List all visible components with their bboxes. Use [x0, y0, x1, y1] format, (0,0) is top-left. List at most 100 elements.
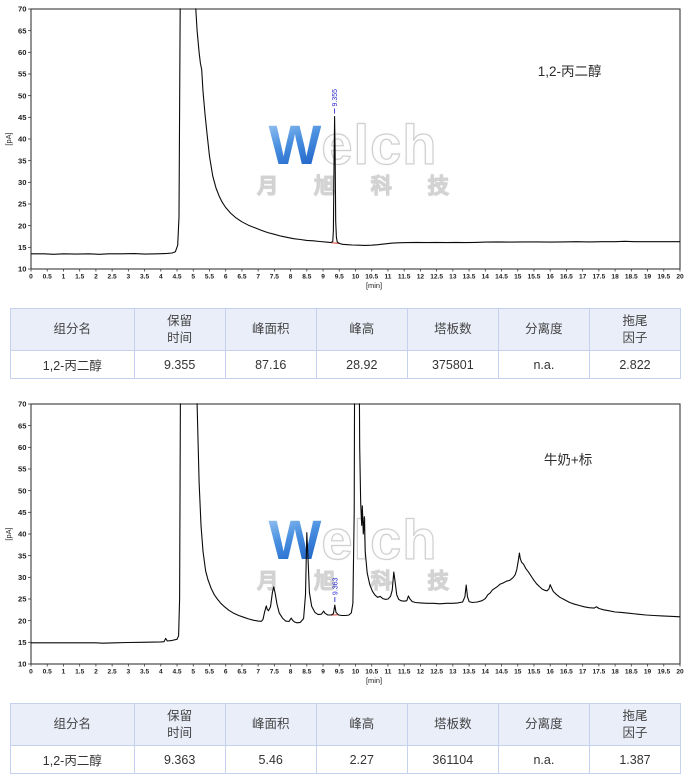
x-tick-label: 0.5 [43, 274, 52, 281]
y-tick-label: 10 [18, 265, 26, 274]
y-tick-label: 55 [18, 70, 27, 79]
x-tick-label: 8.5 [302, 274, 311, 281]
x-tick-label: 6 [224, 669, 228, 676]
x-tick-label: 1 [62, 669, 66, 676]
x-tick-label: 5 [191, 274, 195, 281]
x-tick-label: 15 [514, 274, 522, 281]
y-tick-label: 35 [18, 156, 27, 165]
x-tick-label: 12.5 [430, 669, 443, 676]
x-tick-label: 12.5 [430, 274, 443, 281]
column-header: 峰面积 [225, 309, 316, 351]
x-tick-label: 2.5 [108, 274, 117, 281]
x-tick-label: 5 [191, 669, 195, 676]
x-tick-label: 4.5 [172, 669, 181, 676]
y-tick-label: 20 [18, 221, 26, 230]
cell: 1,2-丙二醇 [11, 351, 135, 379]
x-tick-label: 17.5 [592, 669, 605, 676]
cell: n.a. [498, 351, 589, 379]
x-tick-label: 9 [321, 274, 325, 281]
cell: 5.46 [225, 746, 316, 774]
y-axis-unit-label: [pA] [4, 527, 13, 540]
x-tick-label: 0 [29, 669, 33, 676]
y-tick-label: 50 [18, 91, 26, 100]
retention-time-label: 9.363 [332, 577, 339, 595]
x-tick-label: 17 [579, 274, 587, 281]
x-tick-label: 20 [676, 669, 684, 676]
x-tick-label: 7 [256, 274, 260, 281]
x-tick-label: 10 [352, 274, 360, 281]
cell: 1,2-丙二醇 [11, 746, 135, 774]
cell: 28.92 [316, 351, 407, 379]
x-tick-label: 9.5 [335, 274, 344, 281]
x-tick-label: 13.5 [463, 274, 476, 281]
column-header: 保留 时间 [134, 309, 225, 351]
cell: 2.27 [316, 746, 407, 774]
x-tick-label: 11 [384, 669, 391, 676]
x-tick-label: 5.5 [205, 274, 214, 281]
x-tick-label: 15.5 [528, 274, 541, 281]
x-tick-label: 9 [321, 669, 325, 676]
column-header: 分离度 [498, 309, 589, 351]
x-tick-label: 13.5 [463, 669, 476, 676]
x-tick-label: 13 [449, 274, 457, 281]
x-tick-label: 11.5 [398, 669, 411, 676]
x-tick-label: 20 [676, 274, 684, 281]
x-tick-label: 12 [417, 669, 425, 676]
y-tick-label: 40 [18, 530, 26, 539]
y-axis-unit-label: [pA] [4, 132, 13, 145]
cell: 1.387 [589, 746, 680, 774]
x-tick-label: 8.5 [302, 669, 311, 676]
column-header: 组分名 [11, 704, 135, 746]
cell: 9.355 [134, 351, 225, 379]
cell: 375801 [407, 351, 498, 379]
results-table-header: 组分名保留 时间峰面积峰高塔板数分离度拖尾 因子 [11, 309, 681, 351]
plot-border [31, 9, 680, 269]
x-axis-unit-label: [min] [366, 281, 382, 290]
x-tick-label: 4 [159, 669, 163, 676]
sample-annotation: 1,2-丙二醇 [538, 63, 602, 79]
header-row: 组分名保留 时间峰面积峰高塔板数分离度拖尾 因子 [11, 309, 681, 351]
x-tick-label: 19.5 [657, 669, 670, 676]
cell: n.a. [498, 746, 589, 774]
x-tick-label: 3.5 [140, 669, 149, 676]
x-tick-label: 8 [289, 669, 293, 676]
column-header: 分离度 [498, 704, 589, 746]
y-tick-label: 15 [18, 638, 27, 647]
header-row: 组分名保留 时间峰面积峰高塔板数分离度拖尾 因子 [11, 704, 681, 746]
x-tick-label: 17.5 [592, 274, 605, 281]
column-header: 峰面积 [225, 704, 316, 746]
x-tick-label: 5.5 [205, 669, 214, 676]
x-tick-label: 6.5 [237, 669, 246, 676]
x-tick-label: 2 [94, 669, 98, 676]
x-tick-label: 10.5 [365, 274, 378, 281]
column-header: 塔板数 [407, 309, 498, 351]
x-tick-label: 16 [547, 669, 555, 676]
retention-time-label: 9.355 [332, 89, 339, 107]
column-header: 拖尾 因子 [589, 309, 680, 351]
y-tick-label: 40 [18, 135, 26, 144]
y-tick-label: 55 [18, 465, 27, 474]
y-tick-label: 50 [18, 486, 26, 495]
cell: 9.363 [134, 746, 225, 774]
y-tick-label: 30 [18, 573, 26, 582]
y-tick-label: 25 [18, 200, 27, 209]
x-tick-label: 0.5 [43, 669, 52, 676]
cell: 87.16 [225, 351, 316, 379]
column-header: 峰高 [316, 704, 407, 746]
x-tick-label: 10.5 [365, 669, 378, 676]
y-tick-label: 65 [18, 421, 27, 430]
column-header: 拖尾 因子 [589, 704, 680, 746]
x-tick-label: 15 [514, 669, 522, 676]
signal-trace [31, 0, 680, 254]
x-tick-label: 11.5 [398, 274, 411, 281]
x-tick-label: 12 [417, 274, 425, 281]
y-tick-label: 60 [18, 443, 26, 452]
y-tick-label: 60 [18, 48, 26, 57]
column-header: 塔板数 [407, 704, 498, 746]
x-tick-label: 3.5 [140, 274, 149, 281]
